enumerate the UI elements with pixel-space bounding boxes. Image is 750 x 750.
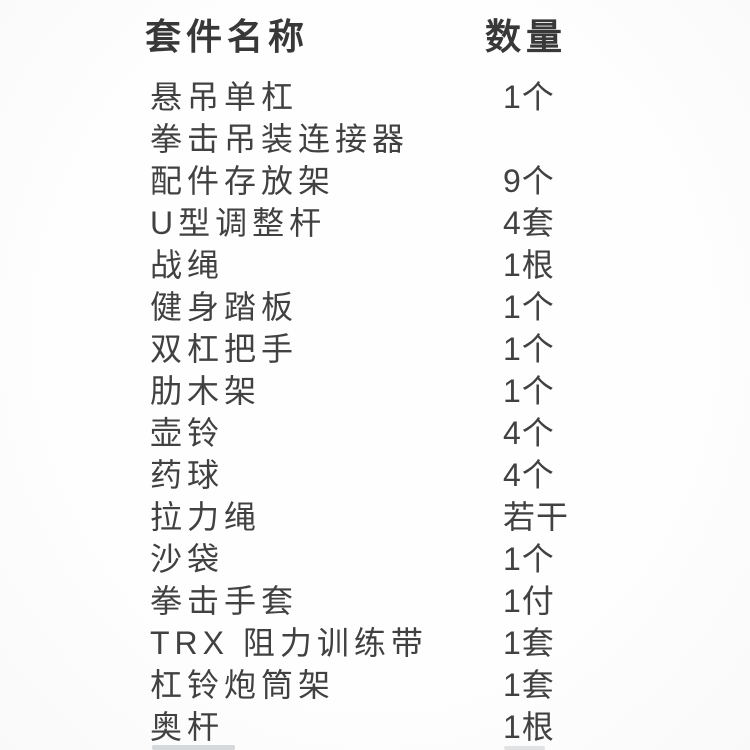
kit-name-cell: 拳击手套: [150, 583, 299, 619]
kit-name-cell: TRX 阻力训练带: [150, 625, 428, 661]
table-row: 拳击吊装连接器: [0, 118, 750, 160]
column-header-kit-name: 套件名称: [145, 16, 310, 57]
kit-name-cell: 壶铃: [150, 415, 225, 451]
kit-name-cell: 杠铃炮筒架: [150, 667, 336, 703]
quantity-cell: 1根: [503, 247, 555, 283]
kit-name-cell: 拳击吊装连接器: [150, 121, 410, 157]
quantity-cell: 1个: [503, 331, 555, 367]
table-header: 套件名称 数量: [0, 8, 750, 58]
table-row: 拳击手套 1付: [0, 580, 750, 622]
kit-name-cell: 健身踏板: [150, 289, 299, 325]
quantity-cell: 1根: [503, 709, 555, 745]
table-row: 战绳 1根: [0, 244, 750, 286]
quantity-cell: 1个: [503, 289, 555, 325]
kit-name-cell: 配件存放架: [150, 163, 336, 199]
quantity-cell: 9个: [503, 163, 555, 199]
table-row: 奥杆 1根: [0, 706, 750, 748]
quantity-cell: 4个: [503, 457, 555, 493]
quantity-cell: 1套: [503, 667, 555, 703]
quantity-cell: 1付: [503, 583, 555, 619]
kit-name-cell: 悬吊单杠: [150, 79, 299, 115]
kit-name-cell: 肋木架: [150, 373, 262, 409]
kit-name-cell: 双杠把手: [150, 331, 299, 367]
table-row: 双杠把手 1个: [0, 328, 750, 370]
table-row: 拉力绳 若干: [0, 496, 750, 538]
table-row: 药球 4个: [0, 454, 750, 496]
quantity-cell: 1套: [503, 625, 555, 661]
kit-name-cell: 沙袋: [150, 541, 225, 577]
quantity-cell: 4套: [503, 205, 555, 241]
kit-name-cell: 奥杆: [150, 709, 225, 745]
quantity-cell: 1个: [503, 373, 555, 409]
cutoff-next-row-name-hint: [152, 745, 235, 750]
table-row: 配件存放架 9个: [0, 160, 750, 202]
quantity-cell: 若干: [503, 499, 570, 535]
kit-name-cell: 药球: [150, 457, 225, 493]
column-header-quantity: 数量: [485, 16, 568, 57]
table-row: TRX 阻力训练带 1套: [0, 622, 750, 664]
kit-name-cell: 拉力绳: [150, 499, 262, 535]
quantity-cell: 1个: [503, 79, 555, 115]
table-row: 健身踏板 1个: [0, 286, 750, 328]
quantity-cell: 1个: [503, 541, 555, 577]
table-row: 肋木架 1个: [0, 370, 750, 412]
table-row: 悬吊单杠 1个: [0, 76, 750, 118]
cutoff-next-row-qty-hint: [504, 746, 545, 750]
table-row: 沙袋 1个: [0, 538, 750, 580]
table-row: U型调整杆 4套: [0, 202, 750, 244]
table-row: 壶铃 4个: [0, 412, 750, 454]
equipment-table-body: 悬吊单杠 1个 拳击吊装连接器 配件存放架 9个 U型调整杆 4套 战绳 1根 …: [0, 76, 750, 748]
kit-name-cell: U型调整杆: [150, 205, 327, 241]
kit-name-cell: 战绳: [150, 247, 225, 283]
quantity-cell: 4个: [503, 415, 555, 451]
table-row: 杠铃炮筒架 1套: [0, 664, 750, 706]
